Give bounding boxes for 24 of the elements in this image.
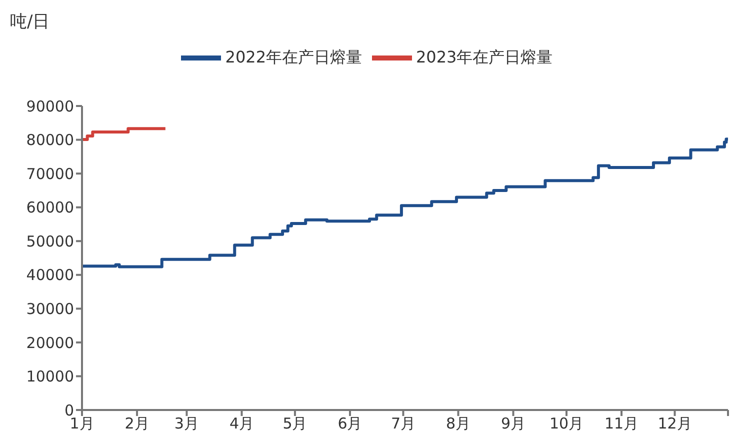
x-tick-label: 8月 xyxy=(446,414,471,433)
x-tick-label: 6月 xyxy=(338,414,362,433)
y-axis-title: 吨/日 xyxy=(10,11,50,33)
x-tick-label: 2月 xyxy=(124,414,150,433)
x-tick-label: 4月 xyxy=(229,414,254,433)
x-tick-label: 7月 xyxy=(390,414,416,433)
legend-label: 2022年在产日熔量 xyxy=(225,47,362,66)
y-tick-label: 60000 xyxy=(26,198,74,217)
x-tick-label: 10月 xyxy=(549,414,584,433)
x-tick-label: 5月 xyxy=(282,414,308,433)
y-tick-label: 20000 xyxy=(26,334,74,352)
y-tick-label: 40000 xyxy=(26,266,74,284)
y-tick-label: 70000 xyxy=(26,164,74,183)
y-tick-label: 50000 xyxy=(26,232,74,250)
y-tick-label: 90000 xyxy=(26,97,74,116)
y-tick-label: 30000 xyxy=(26,300,74,318)
y-tick-label: 10000 xyxy=(26,368,74,386)
x-tick-label: 12月 xyxy=(658,414,692,433)
x-tick-label: 11月 xyxy=(604,414,639,433)
x-tick-label: 1月 xyxy=(70,414,94,433)
x-tick-label: 9月 xyxy=(500,414,526,433)
x-tick-label: 3月 xyxy=(174,414,199,433)
y-tick-label: 80000 xyxy=(26,131,74,150)
legend-label: 2023年在产日熔量 xyxy=(416,47,553,66)
